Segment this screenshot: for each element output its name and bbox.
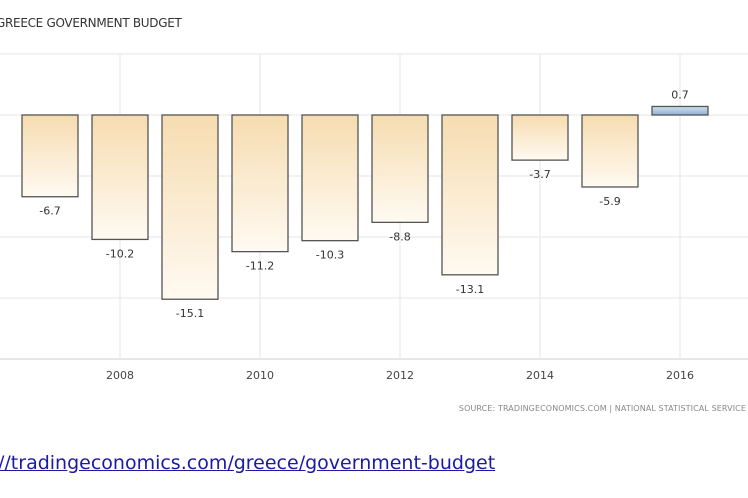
bar-2008 xyxy=(91,114,149,241)
data-label: -11.2 xyxy=(246,260,274,273)
data-label: -5.9 xyxy=(599,195,620,208)
data-label: -6.7 xyxy=(39,205,60,218)
x-tick-label: 2014 xyxy=(526,369,554,382)
chart-title: GREECE GOVERNMENT BUDGET xyxy=(0,16,182,30)
bar-2009 xyxy=(161,114,219,300)
bar-2007 xyxy=(21,114,79,198)
bar-2011 xyxy=(301,114,359,242)
bar-2010 xyxy=(231,114,289,253)
data-label: -3.7 xyxy=(529,168,550,181)
bar-2013 xyxy=(441,114,499,276)
data-label: -10.2 xyxy=(106,247,134,260)
x-tick-label: 2012 xyxy=(386,369,414,382)
source-note: SOURCE: TRADINGECONOMICS.COM | NATIONAL … xyxy=(458,404,746,413)
bar-2014 xyxy=(511,114,569,161)
data-label: -15.1 xyxy=(176,307,204,320)
bar-2015 xyxy=(581,114,639,188)
bar-chart: -6.7 -10.2 -15.1 -11.2 -10.3 -8.8 -13.1 -3.7 -5.… xyxy=(0,53,748,382)
data-label: -8.8 xyxy=(389,230,410,243)
source-link[interactable]: //tradingeconomics.com/greece/government… xyxy=(0,452,496,474)
data-label: 0.7 xyxy=(671,88,689,101)
x-tick-label: 2016 xyxy=(666,369,694,382)
x-tick-label: 2008 xyxy=(106,369,134,382)
bar-2016 xyxy=(651,105,709,116)
x-tick-label: 2010 xyxy=(246,369,274,382)
bar-2012 xyxy=(371,114,429,224)
data-label: -13.1 xyxy=(456,283,484,296)
data-label: -10.3 xyxy=(316,249,344,262)
